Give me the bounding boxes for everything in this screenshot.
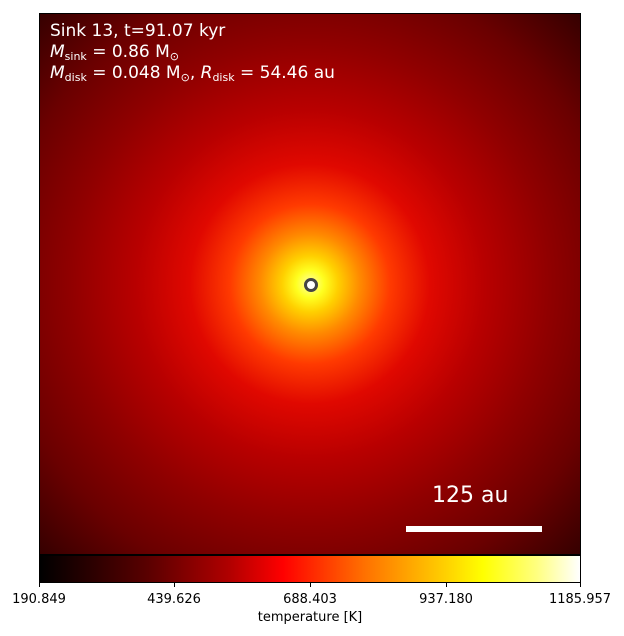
colorbar-tick <box>39 583 40 587</box>
colorbar-tick <box>174 583 175 587</box>
colorbar-tick-label: 1185.957 <box>548 592 612 607</box>
disk-mass-symbol: M <box>50 63 65 83</box>
disk-radius-value: = 54.46 au <box>234 63 335 83</box>
disk-mass-value: = 0.048 M <box>86 63 181 83</box>
temperature-map-panel: Sink 13, t=91.07 kyr Msink = 0.86 M⊙ Mdi… <box>39 13 581 555</box>
colorbar-tick-label: 439.626 <box>147 592 201 607</box>
colorbar-tick <box>580 583 581 587</box>
sink-mass-symbol: M <box>50 42 65 62</box>
disk-separator: , <box>189 63 201 83</box>
colorbar-tick-label: 937.180 <box>419 592 473 607</box>
colorbar-label: temperature [K] <box>257 610 363 625</box>
scale-bar <box>406 526 542 532</box>
sink-mass-value: = 0.86 M <box>86 42 170 62</box>
colorbar-tick <box>446 583 447 587</box>
disk-mass-sun: ⊙ <box>180 71 190 84</box>
sink-time-label: Sink 13, t=91.07 kyr <box>50 21 226 41</box>
disk-mass-subscript: disk <box>64 71 87 84</box>
disk-radius-subscript: disk <box>212 71 235 84</box>
scale-bar-label: 125 au <box>432 483 509 508</box>
sink-mass-label: Msink = 0.86 M⊙ <box>50 42 179 63</box>
colorbar-tick-label: 190.849 <box>12 592 66 607</box>
sink-mass-sun: ⊙ <box>169 50 180 63</box>
colorbar <box>39 555 581 583</box>
sink-mass-subscript: sink <box>64 50 87 63</box>
colorbar-tick <box>310 583 311 587</box>
disk-properties-label: Mdisk = 0.048 M⊙, Rdisk = 54.46 au <box>50 63 335 84</box>
disk-radius-symbol: R <box>200 63 213 83</box>
sink-marker <box>304 278 318 292</box>
colorbar-tick-label: 688.403 <box>283 592 337 607</box>
